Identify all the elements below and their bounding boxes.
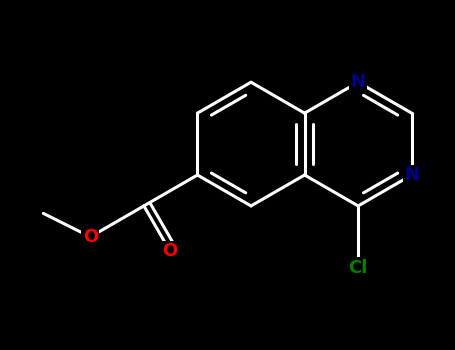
Text: O: O: [83, 228, 98, 246]
Text: Cl: Cl: [349, 259, 368, 277]
Text: O: O: [162, 243, 178, 260]
Text: N: N: [404, 166, 419, 184]
Text: N: N: [351, 73, 366, 91]
